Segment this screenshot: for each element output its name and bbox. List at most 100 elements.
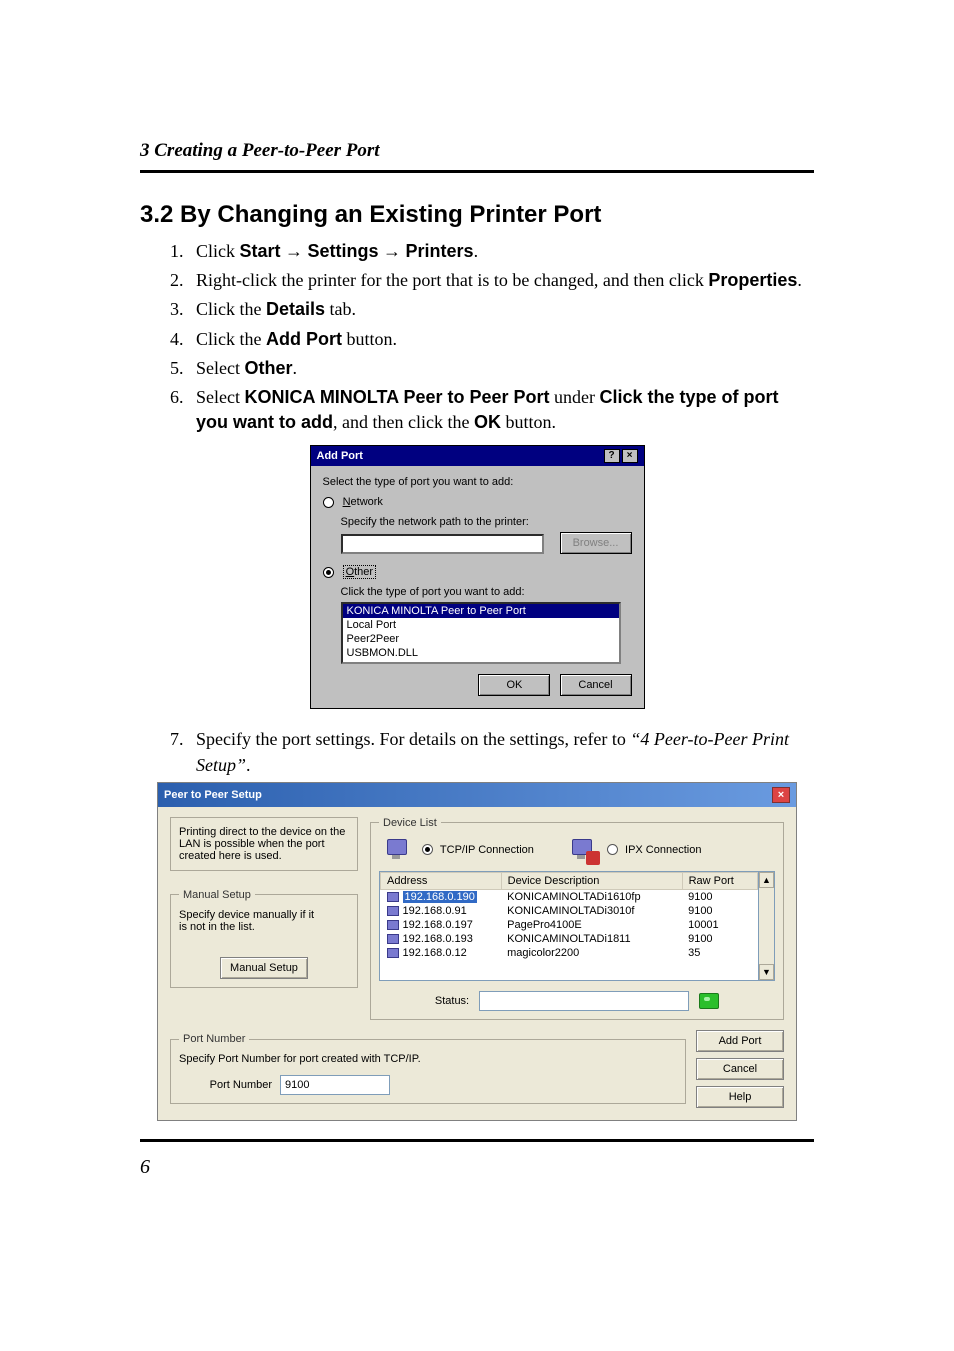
step-item: Click Start → Settings → Printers. <box>188 239 814 264</box>
close-icon[interactable]: × <box>622 449 638 463</box>
page-number: 6 <box>140 1156 814 1179</box>
running-header: 3 Creating a Peer-to-Peer Port <box>140 140 814 162</box>
p2p-title: Peer to Peer Setup <box>164 789 262 801</box>
table-row[interactable]: 192.168.0.91KONICAMINOLTADi3010f9100 <box>381 904 758 918</box>
tcpip-option[interactable]: TCP/IP Connection <box>385 837 534 863</box>
port-number-group: Port Number Specify Port Number for port… <box>170 1033 686 1104</box>
manual-setup-button[interactable]: Manual Setup <box>220 957 308 979</box>
ok-button[interactable]: OK <box>478 674 550 696</box>
browse-button[interactable]: Browse... <box>560 532 632 554</box>
device-listbox[interactable]: Address Device Description Raw Port 192.… <box>379 871 759 981</box>
cell-description: magicolor2200 <box>501 946 682 960</box>
desc-line: created here is used. <box>179 850 349 862</box>
table-row[interactable]: 192.168.0.193KONICAMINOLTADi18119100 <box>381 932 758 946</box>
col-description[interactable]: Device Description <box>501 872 682 889</box>
radio-other-row[interactable]: Other <box>323 566 632 578</box>
ui-term: Details <box>266 299 325 319</box>
desc-line: LAN is possible when the port <box>179 838 349 850</box>
ui-term: Add Port <box>266 329 342 349</box>
p2p-titlebar[interactable]: Peer to Peer Setup × <box>158 783 796 807</box>
other-sublabel: Click the type of port you want to add: <box>341 586 632 598</box>
step-text: . <box>474 241 479 261</box>
step-item: Click the Add Port button. <box>188 327 814 352</box>
cell-description: PagePro4100E <box>501 918 682 932</box>
p2p-description: Printing direct to the device on the LAN… <box>170 817 358 871</box>
step-text: . <box>293 358 298 378</box>
addport-title: Add Port <box>317 450 363 462</box>
list-scrollbar[interactable]: ▲ ▼ <box>759 871 775 981</box>
device-table-body: 192.168.0.190KONICAMINOLTADi1610fp910019… <box>381 889 758 960</box>
addport-titlebar[interactable]: Add Port ? × <box>311 446 644 466</box>
p2p-body: Printing direct to the device on the LAN… <box>158 807 796 1120</box>
port-number-input[interactable] <box>280 1075 390 1095</box>
device-list-wrap: Address Device Description Raw Port 192.… <box>379 871 775 981</box>
cell-rawport: 9100 <box>682 932 757 946</box>
section-heading: 3.2 By Changing an Existing Printer Port <box>140 201 814 229</box>
steps-list-cont: Specify the port settings. For details o… <box>140 727 814 777</box>
add-port-button[interactable]: Add Port <box>696 1030 784 1052</box>
list-item[interactable]: Local Port <box>343 618 619 632</box>
cell: 192.168.0.12 <box>381 946 502 960</box>
cell-rawport: 10001 <box>682 918 757 932</box>
cell-address: 192.168.0.91 <box>403 905 467 917</box>
step-text: Right-click the printer for the port tha… <box>196 270 708 290</box>
close-icon[interactable]: × <box>772 787 790 803</box>
list-item[interactable]: Peer2Peer <box>343 632 619 646</box>
list-item[interactable]: KONICA MINOLTA Peer to Peer Port <box>343 604 619 618</box>
cell-description: KONICAMINOLTADi1811 <box>501 932 682 946</box>
step-text: tab. <box>325 299 356 319</box>
cell-description: KONICAMINOLTADi1610fp <box>501 889 682 904</box>
pc-icon <box>387 920 399 930</box>
tcpip-icon <box>385 837 413 863</box>
step-text: button. <box>501 412 556 432</box>
radio-ipx[interactable] <box>607 844 618 855</box>
device-table: Address Device Description Raw Port 192.… <box>380 872 758 960</box>
ipx-icon <box>570 837 598 863</box>
cancel-button[interactable]: Cancel <box>696 1058 784 1080</box>
ipx-option[interactable]: IPX Connection <box>570 837 702 863</box>
radio-network-row[interactable]: Network <box>323 496 632 508</box>
cell: 192.168.0.91 <box>381 904 502 918</box>
col-rawport[interactable]: Raw Port <box>682 872 757 889</box>
ui-term: KONICA MINOLTA Peer to Peer Port <box>244 387 549 407</box>
table-row[interactable]: 192.168.0.197PagePro4100E10001 <box>381 918 758 932</box>
cell-rawport: 9100 <box>682 889 757 904</box>
addport-intro: Select the type of port you want to add: <box>323 476 632 488</box>
addport-body: Select the type of port you want to add:… <box>311 466 644 708</box>
step-text: Click the <box>196 299 266 319</box>
cell: 192.168.0.190 <box>381 889 502 904</box>
table-header-row: Address Device Description Raw Port <box>381 872 758 889</box>
hint-line: Specify device manually if it <box>179 909 349 921</box>
network-sublabel: Specify the network path to the printer: <box>341 516 632 528</box>
step-text: , and then click the <box>333 412 474 432</box>
table-row[interactable]: 192.168.0.12magicolor220035 <box>381 946 758 960</box>
addport-buttons: OK Cancel <box>323 674 632 696</box>
pc-icon <box>387 892 399 902</box>
col-address[interactable]: Address <box>381 872 502 889</box>
status-row: Status: <box>379 991 775 1011</box>
footer-rule <box>140 1139 814 1142</box>
port-type-listbox[interactable]: KONICA MINOLTA Peer to Peer Port Local P… <box>341 602 621 664</box>
pc-icon <box>387 906 399 916</box>
help-button[interactable]: Help <box>696 1086 784 1108</box>
help-icon[interactable]: ? <box>604 449 620 463</box>
device-list-legend: Device List <box>379 817 441 829</box>
hint-line: is not in the list. <box>179 921 349 933</box>
step-item: Click the Details tab. <box>188 297 814 322</box>
scroll-down-icon[interactable]: ▼ <box>759 964 774 980</box>
network-path-input[interactable] <box>341 534 544 554</box>
cell-address: 192.168.0.190 <box>403 891 477 903</box>
step-text: . <box>797 270 802 290</box>
radio-tcpip[interactable] <box>422 844 433 855</box>
ui-term: Other <box>244 358 292 378</box>
table-row[interactable]: 192.168.0.190 KONICAMINOLTADi1610fp9100 <box>381 889 758 904</box>
cell-rawport: 35 <box>682 946 757 960</box>
radio-other[interactable] <box>323 567 334 578</box>
radio-network[interactable] <box>323 497 334 508</box>
cancel-button[interactable]: Cancel <box>560 674 632 696</box>
ui-term: Properties <box>708 270 797 290</box>
status-label: Status: <box>435 995 469 1007</box>
scroll-up-icon[interactable]: ▲ <box>759 872 774 888</box>
list-item[interactable]: USBMON.DLL <box>343 646 619 660</box>
radio-network-label: Network <box>343 496 383 508</box>
